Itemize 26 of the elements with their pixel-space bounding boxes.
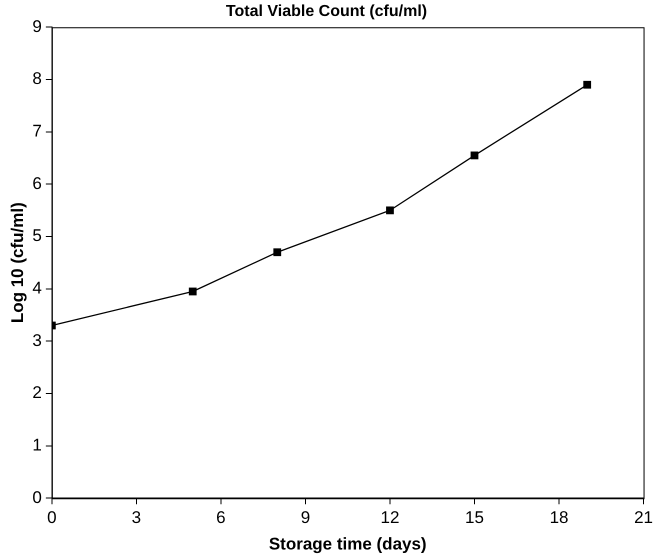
y-tick-label: 4 — [32, 278, 42, 298]
point — [583, 80, 592, 89]
y-tick-label: 7 — [32, 122, 42, 141]
x-tick-label: 9 — [300, 508, 310, 528]
y-tick-label: 2 — [32, 383, 42, 402]
x-tick-label: 3 — [132, 508, 142, 528]
y-tick-label: 1 — [32, 436, 42, 455]
point — [188, 288, 197, 296]
x-tick-label: 0 — [47, 508, 57, 528]
y-tick-label: 8 — [32, 69, 42, 88]
chart-title: Total Viable Count (cfu/ml) — [226, 3, 428, 20]
x-axis-title: Storage time (days) — [268, 534, 427, 554]
y-tick-label: 3 — [32, 330, 42, 350]
x-tick-label: 18 — [550, 508, 568, 528]
y-axis-title: Log 10 (cfu/ml) — [8, 202, 27, 324]
y-tick-label: 6 — [32, 174, 42, 193]
x-tick-label: 6 — [216, 508, 226, 528]
x-tick-label: 12 — [380, 508, 400, 528]
y-tick-label: 0 — [32, 488, 42, 507]
x-tick-label: 21 — [634, 508, 654, 528]
y-tick-label: 9 — [32, 16, 42, 36]
x-tick-label: 15 — [465, 508, 484, 528]
point — [273, 248, 282, 256]
point — [386, 206, 394, 214]
y-tick-label: 5 — [32, 226, 42, 246]
point — [470, 152, 478, 160]
